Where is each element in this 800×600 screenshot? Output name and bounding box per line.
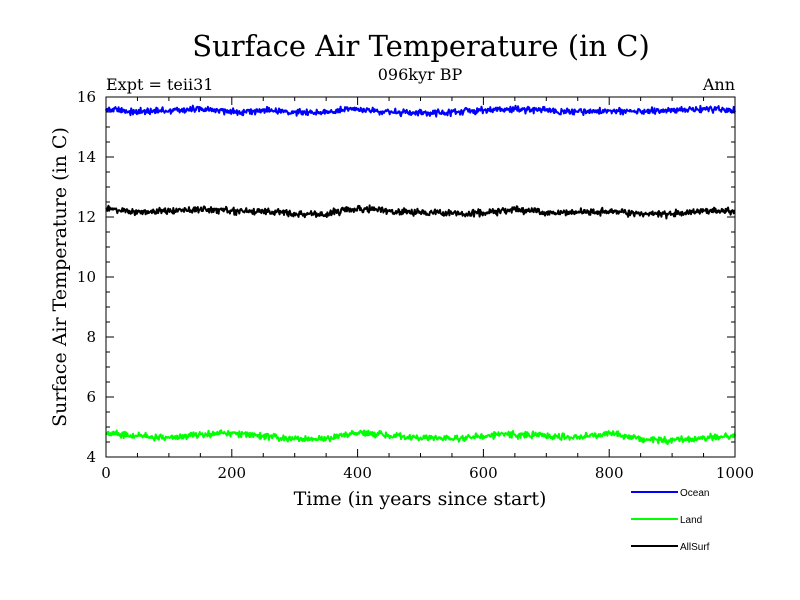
x-tick-label: 400 bbox=[343, 464, 372, 482]
series-line-allsurf bbox=[105, 204, 736, 220]
series-layer bbox=[105, 104, 736, 445]
chart-subtitle: 096kyr BP bbox=[378, 65, 463, 84]
chart-title: Surface Air Temperature (in C) bbox=[192, 29, 650, 63]
x-tick-label: 800 bbox=[595, 464, 624, 482]
x-tick-label: 0 bbox=[101, 464, 111, 482]
y-tick-label: 4 bbox=[86, 448, 96, 466]
series-line-land bbox=[105, 429, 736, 445]
x-tick-label: 200 bbox=[217, 464, 246, 482]
y-tick-label: 8 bbox=[86, 328, 96, 346]
series-line-ocean bbox=[105, 104, 736, 118]
legend-label-ocean: Ocean bbox=[680, 488, 709, 499]
y-tick-label: 16 bbox=[77, 88, 96, 106]
x-tick-label: 600 bbox=[469, 464, 498, 482]
x-axis-label: Time (in years since start) bbox=[294, 488, 547, 510]
y-tick-label: 14 bbox=[77, 148, 96, 166]
x-tick-label: 1000 bbox=[716, 464, 754, 482]
legend-label-allsurf: AllSurf bbox=[680, 542, 710, 553]
legend: Ocean Land AllSurf bbox=[631, 488, 710, 553]
y-axis-label: Surface Air Temperature (in C) bbox=[49, 127, 71, 427]
plot-frame bbox=[105, 96, 736, 458]
experiment-label: Expt = teii31 bbox=[106, 75, 213, 94]
legend-label-land: Land bbox=[680, 515, 702, 526]
y-tick-label: 10 bbox=[77, 268, 96, 286]
y-tick-label: 12 bbox=[77, 208, 96, 226]
tick-layer: 0 200 400 600 800 1000 4 6 8 10 12 14 16 bbox=[77, 88, 754, 482]
y-tick-label: 6 bbox=[86, 388, 96, 406]
season-label: Ann bbox=[702, 75, 735, 94]
